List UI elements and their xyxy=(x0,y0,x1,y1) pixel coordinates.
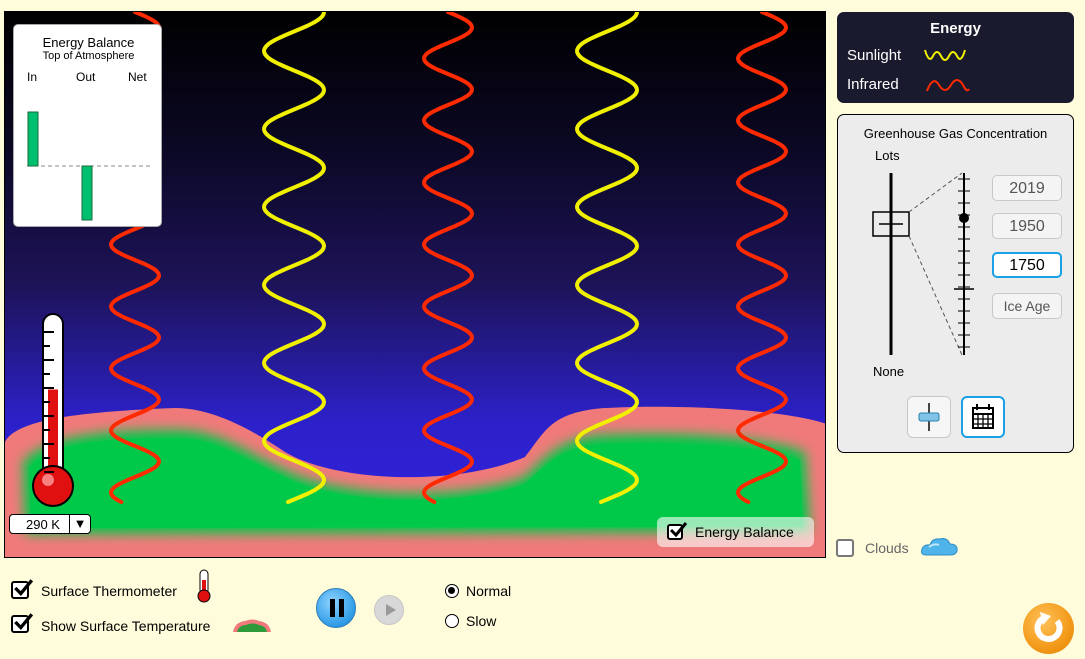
greenhouse-title: Greenhouse Gas Concentration xyxy=(863,126,1048,141)
speed-normal-label: Normal xyxy=(466,583,512,599)
scene-svg xyxy=(5,12,825,557)
pause-button[interactable] xyxy=(316,588,356,628)
triangle-down-icon[interactable]: ▼ xyxy=(69,515,90,533)
clouds-checkbox[interactable] xyxy=(836,539,854,557)
energy-balance-toggle-label: Energy Balance xyxy=(695,524,794,540)
column-in: In xyxy=(27,70,38,84)
sunlight-wave xyxy=(262,12,327,504)
show-surface-temp-label: Show Surface Temperature xyxy=(41,618,211,634)
infrared-wave xyxy=(735,12,789,504)
reset-button[interactable] xyxy=(1023,603,1074,654)
energy-balance-subtitle: Top of Atmosphere xyxy=(42,50,135,62)
greenhouse-none-label: None xyxy=(873,364,905,379)
temperature-readout[interactable]: 290 K ▼ xyxy=(9,514,91,534)
ghg-button-ice-age[interactable]: Ice Age xyxy=(992,293,1062,319)
ghg-button-1750[interactable]: 1750 xyxy=(992,252,1062,278)
speed-slow-radio[interactable] xyxy=(445,614,459,628)
greenhouse-lots-label: Lots xyxy=(875,148,900,163)
legend-title: Energy xyxy=(930,20,981,37)
legend-infrared-label: Infrared xyxy=(847,76,899,93)
cloud-icon xyxy=(921,538,958,556)
ghg-button-1950[interactable]: 1950 xyxy=(992,213,1062,239)
energy-balance-title: Energy Balance xyxy=(42,35,135,50)
calendar-mode-button[interactable] xyxy=(961,396,1005,438)
column-out: Out xyxy=(76,70,96,84)
temperature-value: 290 K xyxy=(26,517,60,532)
infrared-wave xyxy=(421,12,475,504)
speed-normal-radio[interactable] xyxy=(445,584,459,598)
sunlight-wave xyxy=(575,12,640,504)
slider-mode-button[interactable] xyxy=(907,396,951,438)
energy-balance-toggle[interactable]: Energy Balance xyxy=(657,517,814,547)
ghg-button-2019[interactable]: 2019 xyxy=(992,175,1062,201)
step-button[interactable] xyxy=(374,595,404,625)
surface-thermometer-checkbox[interactable] xyxy=(11,579,34,599)
step-icon xyxy=(386,604,396,616)
greenhouse-slider[interactable] xyxy=(838,115,988,365)
energy-balance-checkbox[interactable] xyxy=(667,522,688,540)
bar-in xyxy=(27,111,39,167)
show-surface-temp-checkbox[interactable] xyxy=(11,613,34,633)
thermometer-icon xyxy=(197,569,211,603)
energy-balance-chart xyxy=(27,111,150,221)
slider-icon xyxy=(918,403,940,431)
zoom-slider-knob[interactable] xyxy=(959,213,969,223)
infrared-wave-icon xyxy=(926,79,970,92)
simulation-area: Energy Balance Top of Atmosphere In Out … xyxy=(4,11,826,558)
clouds-label: Clouds xyxy=(865,540,909,556)
surface-thermometer-label: Surface Thermometer xyxy=(41,583,177,599)
slider-thumb[interactable] xyxy=(872,211,910,237)
energy-legend: Energy Sunlight Infrared xyxy=(837,12,1074,103)
greenhouse-gas-panel: Greenhouse Gas Concentration Lots None 2… xyxy=(837,114,1074,453)
thermometer[interactable] xyxy=(29,312,79,512)
speed-slow-label: Slow xyxy=(466,613,497,629)
energy-balance-panel: Energy Balance Top of Atmosphere In Out … xyxy=(13,24,162,227)
surface-temperature-icon xyxy=(233,619,271,632)
legend-sunlight-label: Sunlight xyxy=(847,47,902,64)
reset-icon xyxy=(1034,612,1063,643)
column-net: Net xyxy=(128,70,147,84)
sunlight-wave-icon xyxy=(924,49,966,61)
pause-icon xyxy=(330,599,344,617)
calendar-icon xyxy=(972,404,994,429)
bar-out xyxy=(81,165,93,221)
